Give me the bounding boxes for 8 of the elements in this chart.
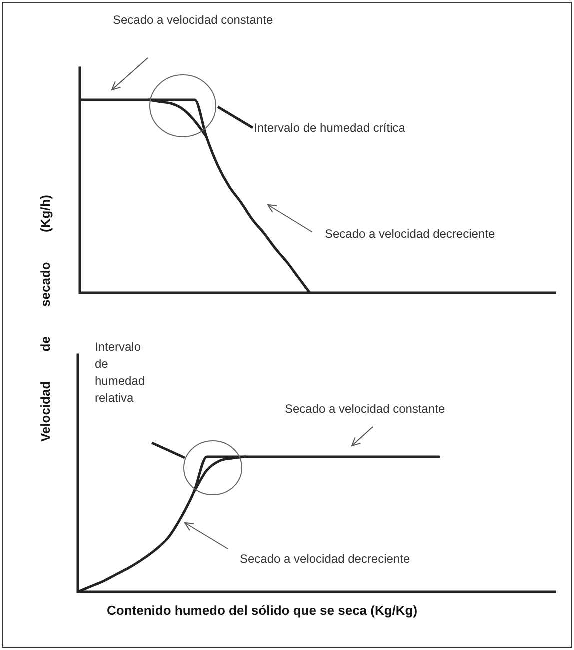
- y-axis-title: Velocidad de secado (Kg/h): [38, 194, 53, 442]
- annotation: Secado a velocidad decreciente: [240, 551, 410, 568]
- text: Secado a velocidad constante: [113, 12, 274, 29]
- text: Secado a velocidad constante: [285, 401, 446, 418]
- annotation: Secado a velocidad decreciente: [325, 226, 496, 243]
- x-axis-title: Contenido humedo del sólido que se seca (Kg/Kg): [107, 603, 418, 618]
- annotation: Intervalo de humedad crítica: [254, 120, 406, 137]
- text: Intervalo de humedad relativa: [95, 339, 146, 407]
